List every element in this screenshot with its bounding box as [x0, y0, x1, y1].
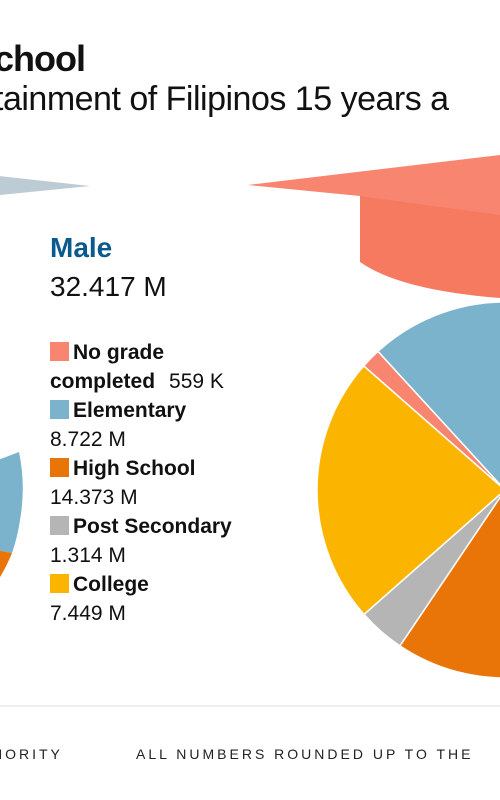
legend-value: 8.722 M	[50, 428, 126, 451]
left-pie-elementary-slice	[0, 520, 20, 553]
legend-label: Post Secondary	[73, 515, 232, 538]
legend-label-line2: completed	[50, 370, 156, 393]
legend-item-college: College 7.449 M	[50, 570, 320, 628]
legend-value: 7.449 M	[50, 602, 126, 625]
legend-swatch	[50, 458, 69, 477]
legend-value: 14.373 M	[50, 486, 138, 509]
pie-slice-high-school	[398, 496, 500, 679]
legend-item-high-school: High School 14.373 M	[50, 454, 320, 512]
legend-label: High School	[73, 457, 196, 480]
pie-slice-college	[316, 364, 500, 616]
panel-label: Male	[50, 232, 113, 263]
panel-total: 32.417 M	[50, 271, 167, 302]
legend-label: Elementary	[73, 399, 187, 422]
cap-board	[248, 155, 500, 215]
legend-label: College	[73, 573, 149, 596]
legend-swatch	[50, 400, 69, 419]
right-pie	[316, 301, 500, 679]
legend-swatch	[50, 516, 69, 535]
left-hat-brim	[0, 176, 90, 195]
legend-value: 1.314 M	[50, 544, 126, 567]
left-pie	[0, 452, 23, 578]
legend-swatch	[50, 342, 69, 361]
legend-item-post-secondary: Post Secondary 1.314 M	[50, 512, 320, 570]
left-pie-elementary-slice-upper	[0, 452, 23, 520]
cap-base	[360, 195, 500, 298]
page-subtitle: tainment of Filipinos 15 years a	[0, 80, 449, 118]
legend: No grade completed 559 K Elementary 8.722…	[50, 338, 320, 628]
footer-source: HORITY	[0, 746, 63, 762]
legend-item-no-grade: No grade completed 559 K	[50, 338, 320, 396]
footer-note: ALL NUMBERS ROUNDED UP TO THE	[136, 746, 474, 762]
legend-value: 559 K	[169, 370, 224, 393]
legend-label: No grade	[73, 341, 165, 364]
legend-item-elementary: Elementary 8.722 M	[50, 396, 320, 454]
pie-slice-elementary	[376, 301, 500, 486]
legend-swatch	[50, 574, 69, 593]
graduation-cap-icon	[248, 155, 500, 298]
page-title: chool	[0, 38, 86, 79]
left-pie-highschool-slice	[0, 550, 12, 578]
